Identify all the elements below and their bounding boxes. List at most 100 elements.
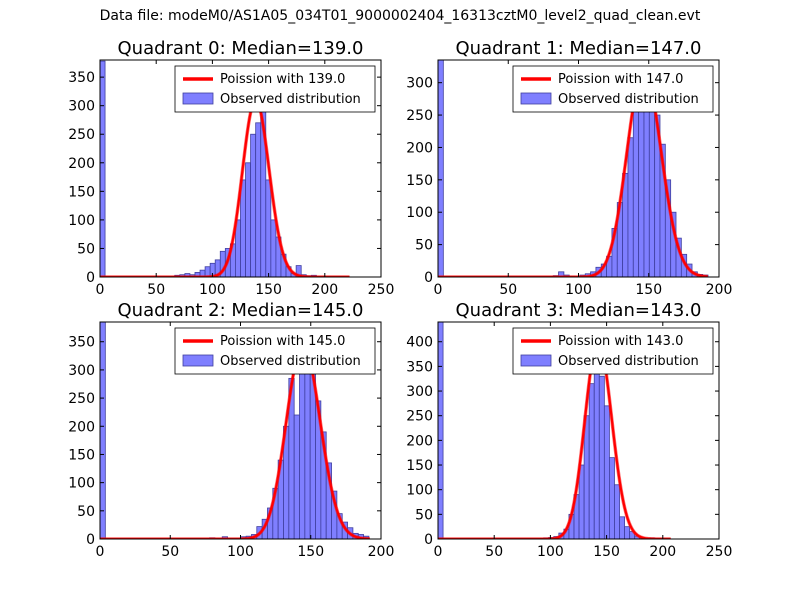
y-tick-label: 150	[68, 447, 95, 463]
histogram-bar	[100, 60, 106, 277]
y-tick-label: 300	[68, 99, 95, 115]
y-tick-label: 100	[406, 205, 433, 221]
histogram-bar	[293, 414, 300, 539]
legend-label-poisson: Poission with 145.0	[220, 334, 345, 349]
legend-label-observed: Observed distribution	[220, 92, 361, 107]
y-tick-label: 50	[77, 504, 95, 520]
x-tick-label: 150	[635, 282, 662, 298]
histogram-bar	[295, 265, 302, 277]
x-tick-label: 150	[297, 544, 324, 560]
subplot-title: Quadrant 1: Median=147.0	[456, 38, 702, 59]
y-tick-label: 150	[406, 458, 433, 474]
y-tick-label: 150	[406, 173, 433, 189]
legend-bar-swatch	[520, 354, 552, 367]
y-tick-label: 400	[406, 335, 433, 351]
quadrant-1-subplot: 0 50 100 150 200 0 50 100 150 200 250 300 Quadrant 1…	[406, 38, 732, 298]
x-tick-label: 50	[147, 282, 165, 298]
y-tick-label: 0	[424, 532, 433, 548]
quadrant-2-subplot: 0 50 100 150 200 0 50 100 150 200 250 300 350 Quadran…	[68, 300, 394, 560]
histogram-bar	[438, 322, 444, 539]
legend-label-observed: Observed distribution	[558, 354, 699, 369]
legend-label-observed: Observed distribution	[220, 354, 361, 369]
y-tick-label: 300	[406, 76, 433, 92]
legend: Poission with 143.0 Observed distribution	[512, 327, 714, 375]
legend: Poission with 139.0 Observed distribution	[174, 65, 376, 113]
x-tick-label: 50	[161, 544, 179, 560]
x-tick-label: 100	[565, 282, 592, 298]
y-tick-label: 200	[406, 140, 433, 156]
y-tick-label: 350	[68, 70, 95, 86]
y-tick-label: 200	[68, 156, 95, 172]
x-tick-label: 150	[593, 544, 620, 560]
x-tick-label: 200	[706, 282, 733, 298]
quadrant-3-subplot: 0 50 100 150 200 250 0 50 100 150 200 250 300 350 400 Q…	[406, 300, 732, 560]
y-tick-label: 50	[77, 241, 95, 257]
histogram-bar	[250, 133, 257, 277]
legend-label-poisson: Poission with 147.0	[558, 72, 683, 87]
data-layer	[100, 322, 371, 539]
histogram-bar	[614, 484, 620, 539]
x-tick-label: 0	[434, 544, 443, 560]
histogram-bar	[632, 104, 640, 277]
subplot-title: Quadrant 3: Median=143.0	[456, 300, 702, 321]
subplot-title: Quadrant 0: Median=139.0	[118, 38, 364, 59]
y-tick-label: 0	[424, 270, 433, 286]
histogram-bar	[255, 122, 262, 277]
y-tick-label: 0	[86, 532, 95, 548]
legend-label-observed: Observed distribution	[558, 92, 699, 107]
data-layer	[438, 60, 709, 277]
x-tick-label: 0	[434, 282, 443, 298]
legend-label-poisson: Poission with 139.0	[220, 72, 345, 87]
legend-bar-swatch	[520, 92, 552, 105]
y-tick-label: 50	[415, 507, 433, 523]
y-tick-label: 200	[406, 433, 433, 449]
histogram-bar	[624, 526, 631, 539]
x-tick-label: 100	[537, 544, 564, 560]
x-tick-label: 150	[255, 282, 282, 298]
legend-bar-swatch	[182, 354, 214, 367]
x-tick-label: 0	[96, 544, 105, 560]
x-tick-label: 0	[96, 282, 105, 298]
x-tick-label: 200	[649, 544, 676, 560]
y-tick-label: 100	[68, 476, 95, 492]
y-tick-label: 250	[406, 409, 433, 425]
x-tick-label: 100	[227, 544, 254, 560]
y-tick-label: 350	[68, 335, 95, 351]
legend: Poission with 145.0 Observed distribution	[174, 327, 376, 375]
histogram-bar	[438, 60, 444, 277]
x-tick-label: 200	[368, 544, 395, 560]
legend-bar-swatch	[182, 92, 214, 105]
y-tick-label: 300	[68, 363, 95, 379]
y-tick-label: 250	[406, 108, 433, 124]
y-tick-label: 100	[406, 483, 433, 499]
histogram-bar	[245, 162, 252, 277]
y-tick-label: 150	[68, 184, 95, 200]
histogram-bar	[588, 383, 595, 539]
histogram-bar	[598, 375, 605, 539]
quadrant-0-subplot: 0 50 100 150 200 250 0 50 100 150 200 250 300 350 Quad…	[68, 38, 394, 298]
subplot-title: Quadrant 2: Median=145.0	[118, 300, 364, 321]
x-tick-label: 250	[368, 282, 395, 298]
axes-frame	[437, 321, 720, 540]
histogram-bar	[265, 179, 272, 277]
axes-frame	[99, 59, 382, 278]
histogram-bar	[270, 219, 277, 277]
x-tick-label: 200	[311, 282, 338, 298]
x-tick-label: 50	[499, 282, 517, 298]
y-tick-label: 0	[86, 270, 95, 286]
y-tick-label: 250	[68, 127, 95, 143]
histogram-bar	[619, 516, 625, 539]
legend: Poission with 147.0 Observed distribution	[512, 65, 714, 113]
histogram-bar	[299, 352, 306, 539]
legend-label-poisson: Poission with 143.0	[558, 334, 683, 349]
poisson-curve-core	[438, 340, 671, 539]
y-tick-label: 350	[406, 359, 433, 375]
histogram-bar	[603, 405, 610, 539]
histogram-bar	[648, 88, 656, 277]
histogram-bar	[627, 137, 634, 277]
y-tick-label: 50	[415, 238, 433, 254]
y-tick-label: 250	[68, 391, 95, 407]
x-tick-label: 250	[706, 544, 733, 560]
